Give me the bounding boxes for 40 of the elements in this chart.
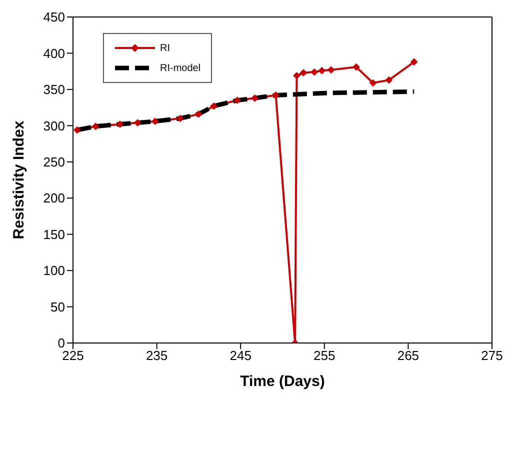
x-tick-label: 255 <box>314 348 336 364</box>
point <box>328 66 335 74</box>
x-tick-label: 245 <box>230 348 252 364</box>
y-tick-label: 150 <box>43 226 65 242</box>
point <box>272 92 280 99</box>
point <box>300 69 307 76</box>
point <box>134 119 142 126</box>
x-tick-label: 225 <box>62 348 84 364</box>
point <box>116 120 124 128</box>
legend-label: RI-model <box>160 62 201 74</box>
point <box>176 114 184 122</box>
point <box>152 118 159 125</box>
y-tick-label: 200 <box>43 190 65 206</box>
point <box>251 94 258 102</box>
point <box>293 72 300 80</box>
x-tick-label: 265 <box>397 348 420 364</box>
y-tick-label: 50 <box>50 299 65 314</box>
y-tick-label: 350 <box>43 82 65 98</box>
y-tick-label: 400 <box>43 46 65 61</box>
point <box>92 122 100 130</box>
y-tick-label: 300 <box>43 118 65 134</box>
y-tick-label: 450 <box>43 10 65 25</box>
point <box>210 102 218 110</box>
y-axis-title: Resistivity Index <box>10 120 28 240</box>
x-axis-title: Time (Days) <box>240 373 325 390</box>
y-tick-label: 250 <box>43 154 65 170</box>
legend-label: RI <box>160 42 170 54</box>
point <box>195 110 202 118</box>
point <box>318 67 326 74</box>
x-tick-label: 235 <box>146 348 168 364</box>
point <box>370 79 377 86</box>
y-tick-label: 0 <box>58 336 65 351</box>
point <box>310 68 318 76</box>
point <box>352 63 360 70</box>
x-tick-label: 275 <box>481 348 503 364</box>
y-tick-label: 100 <box>43 263 65 278</box>
point <box>385 76 392 84</box>
point <box>74 126 81 134</box>
point <box>234 96 241 104</box>
point <box>410 58 418 66</box>
